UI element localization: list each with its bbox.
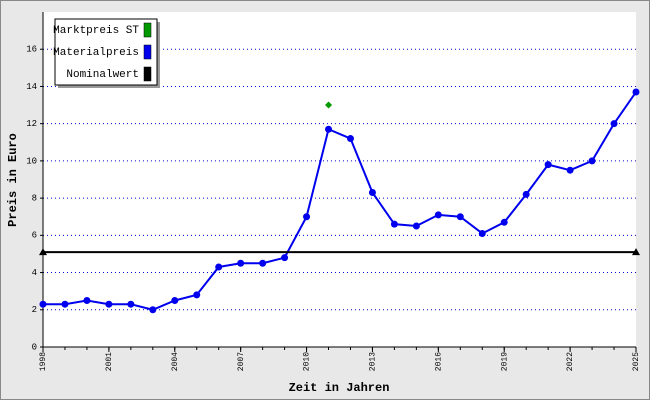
y-tick-label: 14 bbox=[26, 82, 37, 92]
point bbox=[522, 190, 530, 198]
point bbox=[325, 125, 333, 133]
point bbox=[588, 157, 596, 165]
y-tick-label: 10 bbox=[26, 156, 37, 166]
x-tick-label: 2001 bbox=[105, 352, 114, 371]
point bbox=[259, 259, 267, 267]
x-tick-label: 2007 bbox=[237, 352, 246, 371]
x-tick-label: 2004 bbox=[171, 352, 180, 371]
point bbox=[39, 300, 47, 308]
point bbox=[478, 229, 486, 237]
x-tick-label: 2013 bbox=[369, 352, 378, 371]
legend-swatch bbox=[143, 22, 152, 38]
point bbox=[303, 213, 311, 221]
point bbox=[105, 300, 113, 308]
x-tick-label: 2022 bbox=[566, 352, 575, 371]
point bbox=[171, 296, 179, 304]
point bbox=[281, 254, 289, 262]
y-tick-label: 2 bbox=[32, 305, 37, 315]
y-tick-label: 0 bbox=[32, 342, 37, 352]
point bbox=[610, 120, 618, 128]
x-tick-label: 2010 bbox=[303, 352, 312, 371]
series-line bbox=[43, 91, 637, 311]
y-tick-label: 8 bbox=[32, 193, 37, 203]
point bbox=[566, 166, 574, 174]
legend-swatch bbox=[143, 66, 152, 82]
point bbox=[61, 300, 69, 308]
point bbox=[237, 259, 245, 267]
y-tick-label: 4 bbox=[32, 268, 37, 278]
legend-label: Marktpreis ST bbox=[53, 25, 139, 37]
x-tick-label: 2025 bbox=[632, 352, 641, 371]
x-tick-label: 2019 bbox=[500, 352, 509, 371]
point bbox=[456, 213, 464, 221]
point bbox=[544, 161, 552, 169]
legend-swatch bbox=[143, 44, 152, 60]
x-axis-label: Zeit in Jahren bbox=[289, 381, 390, 395]
x-tick-label: 2016 bbox=[434, 352, 443, 371]
point bbox=[434, 211, 442, 219]
legend-label: Materialpreis bbox=[53, 47, 139, 59]
point bbox=[193, 291, 201, 299]
point bbox=[127, 300, 135, 308]
point bbox=[346, 135, 354, 143]
legend-label: Nominalwert bbox=[66, 69, 139, 81]
point bbox=[412, 222, 420, 230]
point bbox=[149, 306, 157, 314]
legend bbox=[54, 18, 158, 86]
y-axis-label: Preis in Euro bbox=[6, 133, 20, 227]
point bbox=[390, 220, 398, 228]
y-tick-label: 12 bbox=[26, 119, 37, 129]
point bbox=[368, 189, 376, 197]
point bbox=[325, 101, 333, 109]
y-tick-label: 6 bbox=[32, 231, 37, 241]
point bbox=[215, 263, 223, 271]
point bbox=[632, 88, 640, 96]
point bbox=[500, 218, 508, 226]
y-tick-label: 16 bbox=[26, 45, 37, 55]
point bbox=[83, 296, 91, 304]
point bbox=[632, 248, 640, 256]
x-tick-label: 1998 bbox=[39, 352, 48, 371]
point bbox=[39, 248, 47, 256]
